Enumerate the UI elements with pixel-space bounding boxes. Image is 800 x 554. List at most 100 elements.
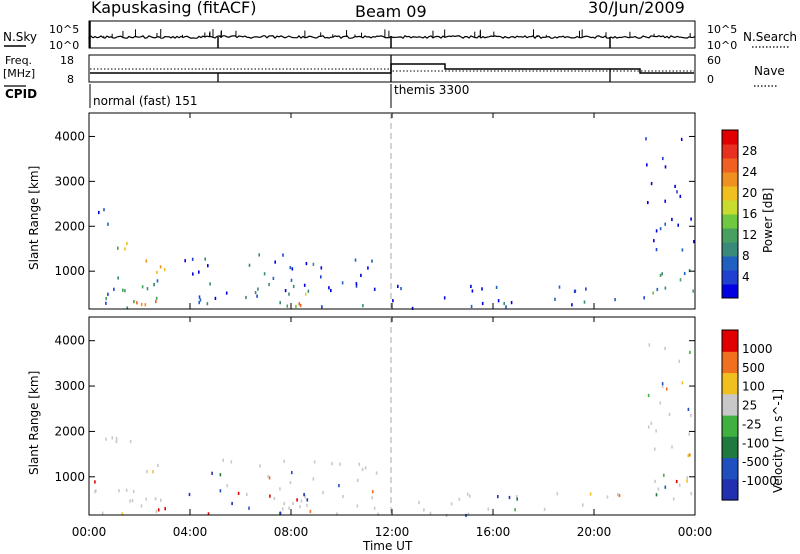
heatmap-cell — [107, 222, 109, 226]
heatmap-cell — [606, 495, 609, 499]
heatmap-cell — [680, 137, 683, 141]
heatmap-cell — [226, 484, 228, 488]
colorbar-tick-label: 28 — [742, 144, 757, 158]
heatmap-cell — [117, 246, 119, 250]
heatmap-cell — [689, 350, 691, 354]
heatmap-cell — [654, 447, 656, 451]
cpid-mode1: normal (fast) 151 — [93, 94, 197, 108]
colorbar-cell — [722, 242, 738, 257]
power-colorbar: 28 24 20 16 12 8 4 — [721, 129, 757, 299]
heatmap-cell — [361, 467, 364, 472]
heatmap-cell — [214, 296, 217, 300]
heatmap-cell — [647, 425, 650, 429]
heatmap-cell — [159, 265, 162, 269]
heatmap-cell — [283, 459, 285, 463]
heatmap-cell — [306, 503, 308, 507]
power-ylabel: Slant Range [km] — [27, 166, 41, 270]
heatmap-cell — [469, 494, 471, 498]
heatmap-cell — [516, 497, 518, 501]
heatmap-cell — [154, 497, 157, 501]
heatmap-cell — [132, 489, 135, 494]
heatmap-cell — [320, 275, 322, 279]
heatmap-cell — [273, 496, 276, 501]
heatmap-cell — [676, 190, 678, 194]
heatmap-cell — [320, 266, 323, 270]
heatmap-cell — [418, 500, 420, 505]
heatmap-cell — [124, 289, 126, 293]
heatmap-cell — [371, 259, 373, 263]
heatmap-cell — [298, 302, 301, 306]
heatmap-cell — [664, 199, 666, 203]
heatmap-cell — [105, 301, 107, 305]
heatmap-cell — [140, 504, 143, 508]
colorbar-tick-label: -100 — [742, 436, 769, 450]
heatmap-cell — [664, 222, 666, 226]
heatmap-cell — [156, 270, 158, 274]
colorbar-tick-label: 24 — [742, 165, 757, 179]
freq-left-tick-top: 18 — [60, 54, 74, 67]
heatmap-cell — [146, 470, 148, 474]
heatmap-cell — [107, 292, 109, 296]
heatmap-cell — [157, 508, 160, 512]
heatmap-cell — [300, 499, 303, 503]
date-title: 30/Jun/2009 — [588, 0, 685, 17]
heatmap-cell — [296, 498, 298, 502]
heatmap-cell — [671, 445, 673, 449]
heatmap-cell — [222, 458, 224, 462]
heatmap-cell — [146, 287, 149, 291]
heatmap-cell — [470, 304, 473, 309]
heatmap-cell — [192, 272, 194, 276]
heatmap-cell — [268, 476, 271, 480]
heatmap-cell — [364, 466, 367, 470]
x-tick-label: 08:00 — [274, 525, 309, 539]
x-tick-label: 04:00 — [173, 525, 208, 539]
velocity-colorbar: 1000 500 100 25 -25 -100 -500 -1000 — [721, 329, 777, 501]
cpid-mode2: themis 3300 — [394, 83, 469, 97]
heatmap-cell — [133, 300, 135, 304]
heatmap-cell — [372, 490, 374, 494]
power-heatmap — [98, 137, 695, 310]
colorbar-cell — [722, 351, 738, 374]
heatmap-cell — [199, 298, 202, 302]
heatmap-cell — [219, 473, 222, 477]
colorbar-cell — [722, 372, 738, 395]
heatmap-cell — [514, 508, 516, 512]
heatmap-cell — [671, 217, 673, 222]
heatmap-cell — [322, 490, 324, 495]
heatmap-cell — [672, 497, 675, 501]
heatmap-cell — [279, 511, 282, 515]
heatmap-cell — [155, 300, 157, 304]
heatmap-cell — [204, 257, 206, 261]
heatmap-cell — [131, 499, 134, 503]
heatmap-cell — [371, 496, 374, 500]
heatmap-cell — [505, 305, 507, 309]
freq-left-tick-bottom: 8 — [67, 73, 74, 86]
y-tick-label: 4000 — [54, 129, 85, 143]
heatmap-cell — [400, 287, 402, 291]
heatmap-cell — [664, 346, 666, 350]
heatmap-cell — [650, 421, 653, 425]
heatmap-cell — [614, 298, 616, 302]
freq-unit-label: [MHz] — [3, 67, 35, 80]
heatmap-cell — [312, 477, 315, 481]
x-tick-label: 00:00 — [72, 525, 107, 539]
heatmap-cell — [184, 259, 186, 263]
freq-label: Freq. — [5, 54, 32, 67]
colorbar-tick-label: 12 — [742, 228, 757, 242]
power-panel-frame — [88, 112, 696, 310]
heatmap-cell — [309, 509, 312, 514]
heatmap-cell — [230, 460, 233, 464]
colorbar-cell — [722, 436, 738, 459]
heatmap-cell — [664, 485, 667, 489]
x-axis-label: Time UT — [362, 539, 413, 553]
heatmap-cell — [688, 432, 690, 436]
heatmap-cell — [375, 471, 378, 475]
heatmap-cell — [155, 509, 158, 513]
heatmap-cell — [423, 508, 425, 512]
heatmap-cell — [321, 305, 323, 309]
freq-line — [90, 63, 694, 74]
heatmap-cell — [341, 281, 344, 285]
heatmap-cell — [198, 270, 200, 274]
heatmap-cell — [328, 286, 330, 290]
